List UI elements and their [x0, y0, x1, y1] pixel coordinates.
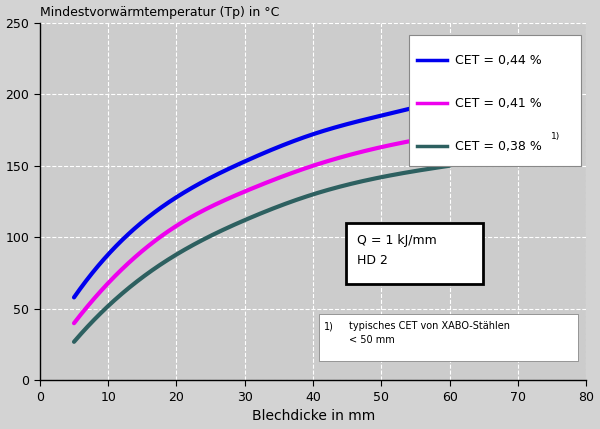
- X-axis label: Blechdicke in mm: Blechdicke in mm: [251, 409, 375, 423]
- Text: CET = 0,41 %: CET = 0,41 %: [455, 97, 542, 109]
- Text: Mindestvorwärmtemperatur (Tp) in °C: Mindestvorwärmtemperatur (Tp) in °C: [40, 6, 279, 18]
- Text: CET = 0,38 %: CET = 0,38 %: [455, 139, 542, 152]
- Text: 1): 1): [324, 321, 334, 332]
- FancyBboxPatch shape: [319, 314, 578, 361]
- Text: typisches CET von XABO-Stählen
< 50 mm: typisches CET von XABO-Stählen < 50 mm: [349, 321, 509, 345]
- FancyBboxPatch shape: [346, 223, 482, 284]
- FancyBboxPatch shape: [409, 35, 581, 166]
- Text: CET = 0,44 %: CET = 0,44 %: [455, 54, 542, 66]
- Text: 1): 1): [551, 132, 560, 141]
- Text: Q = 1 kJ/mm
HD 2: Q = 1 kJ/mm HD 2: [357, 234, 437, 267]
